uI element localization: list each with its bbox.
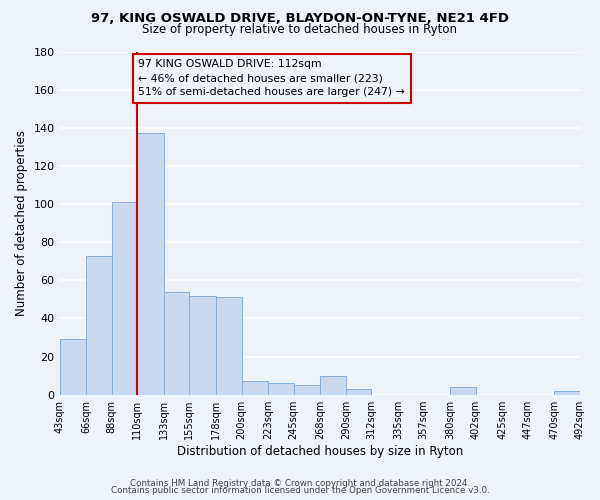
Bar xyxy=(268,384,293,394)
Bar xyxy=(293,385,320,394)
Bar xyxy=(242,382,268,394)
Y-axis label: Number of detached properties: Number of detached properties xyxy=(15,130,28,316)
Bar xyxy=(164,292,190,395)
Bar xyxy=(86,256,112,394)
Bar xyxy=(59,340,86,394)
Bar xyxy=(346,389,371,394)
Text: Size of property relative to detached houses in Ryton: Size of property relative to detached ho… xyxy=(143,22,458,36)
Bar xyxy=(190,296,216,394)
X-axis label: Distribution of detached houses by size in Ryton: Distribution of detached houses by size … xyxy=(176,444,463,458)
Text: 97, KING OSWALD DRIVE, BLAYDON-ON-TYNE, NE21 4FD: 97, KING OSWALD DRIVE, BLAYDON-ON-TYNE, … xyxy=(91,12,509,26)
Text: Contains public sector information licensed under the Open Government Licence v3: Contains public sector information licen… xyxy=(110,486,490,495)
Text: 97 KING OSWALD DRIVE: 112sqm
← 46% of detached houses are smaller (223)
51% of s: 97 KING OSWALD DRIVE: 112sqm ← 46% of de… xyxy=(139,59,405,97)
Bar xyxy=(320,376,346,394)
Text: Contains HM Land Registry data © Crown copyright and database right 2024.: Contains HM Land Registry data © Crown c… xyxy=(130,478,470,488)
Bar xyxy=(554,391,580,394)
Bar xyxy=(137,134,164,394)
Bar xyxy=(112,202,137,394)
Bar xyxy=(216,298,242,394)
Bar xyxy=(450,387,476,394)
